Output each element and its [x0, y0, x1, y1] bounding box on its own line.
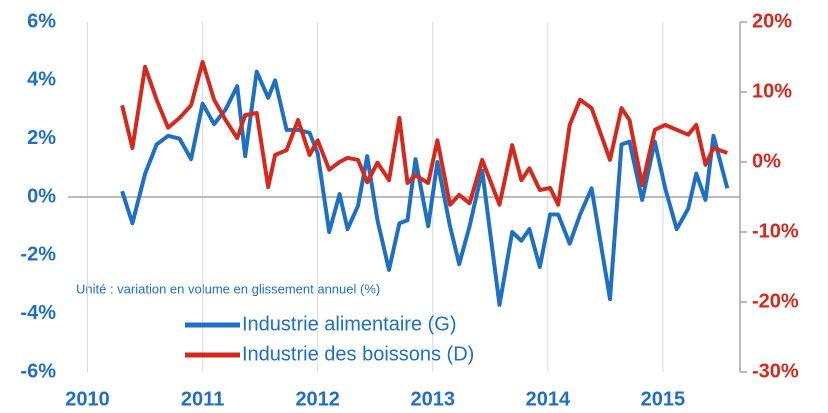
- x-tick-label: 2010: [65, 388, 110, 410]
- series-line: [120, 69, 730, 307]
- y2-tick-label: -30%: [752, 360, 799, 382]
- y2-tick-label: 0%: [752, 150, 781, 172]
- x-tick-label: 2014: [526, 388, 571, 410]
- y-tick-label: 4%: [27, 69, 56, 91]
- y-tick-label: -4%: [20, 302, 56, 324]
- legend-label: Industrie alimentaire (G): [242, 313, 457, 335]
- y-tick-label: 6%: [27, 10, 56, 32]
- annotation: Unité : variation en volume en glissemen…: [76, 281, 380, 296]
- x-tick-label: 2013: [411, 388, 456, 410]
- x-tick-label: 2011: [181, 388, 224, 410]
- y2-tick-label: 20%: [752, 10, 792, 32]
- y2-tick-label: -10%: [752, 220, 799, 242]
- x-tick-label: 2015: [641, 388, 686, 410]
- x-tick-label: 2012: [295, 388, 340, 410]
- y2-tick-label: 10%: [752, 80, 792, 102]
- y2-tick-label: -20%: [752, 290, 799, 312]
- series-line: [120, 59, 728, 207]
- y-tick-label: 2%: [27, 127, 56, 149]
- legend-label: Industrie des boissons (D): [242, 343, 474, 365]
- y-tick-label: -2%: [20, 244, 56, 266]
- y-tick-label: 0%: [27, 185, 56, 207]
- y-tick-label: -6%: [20, 360, 56, 382]
